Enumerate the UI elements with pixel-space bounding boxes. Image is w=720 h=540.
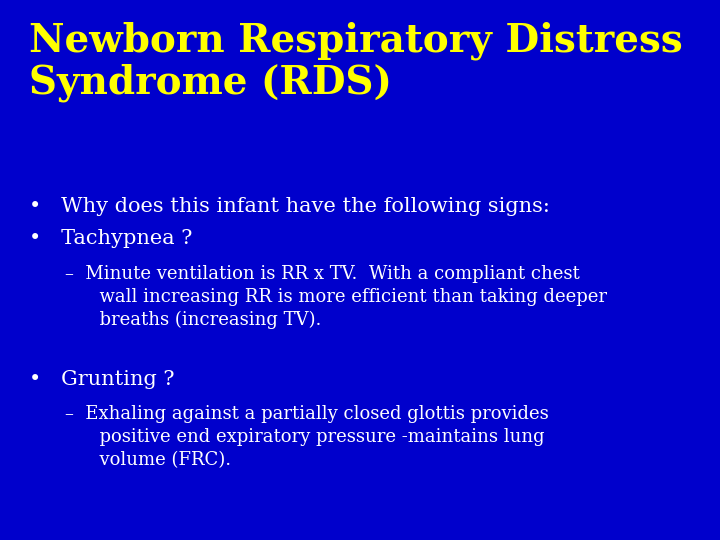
Text: •   Tachypnea ?: • Tachypnea ?	[29, 230, 192, 248]
Text: •   Why does this infant have the following signs:: • Why does this infant have the followin…	[29, 197, 549, 216]
Text: –  Minute ventilation is RR x TV.  With a compliant chest
      wall increasing : – Minute ventilation is RR x TV. With a …	[65, 265, 607, 329]
Text: –  Exhaling against a partially closed glottis provides
      positive end expir: – Exhaling against a partially closed gl…	[65, 405, 549, 469]
Text: Newborn Respiratory Distress
Syndrome (RDS): Newborn Respiratory Distress Syndrome (R…	[29, 22, 683, 102]
Text: •   Grunting ?: • Grunting ?	[29, 370, 174, 389]
